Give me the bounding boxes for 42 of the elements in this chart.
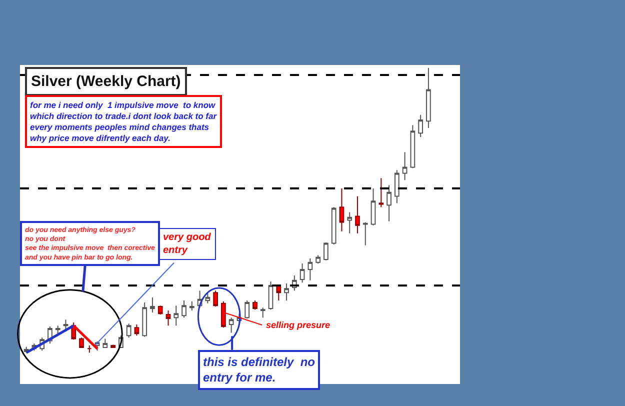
candlestick xyxy=(102,338,108,348)
candlestick xyxy=(252,300,258,310)
candlestick xyxy=(394,170,400,204)
chart-title: Silver (Weekly Chart) xyxy=(31,73,181,90)
candlestick xyxy=(55,325,60,334)
candlestick xyxy=(134,324,140,336)
candlestick xyxy=(308,258,313,281)
annotation: for me i need only 1 impulsive move to know which direction to trade.i dont look back to far every moments peoples mind changes thats why price move difrently each day. xyxy=(30,100,218,144)
annotation: selling presure xyxy=(266,320,330,330)
annotation: very good entry xyxy=(163,232,212,256)
candlestick xyxy=(268,280,274,310)
candlestick xyxy=(260,307,266,318)
candlestick xyxy=(410,124,416,169)
candlestick xyxy=(150,296,155,314)
candlestick xyxy=(158,305,163,315)
candlestick xyxy=(331,206,336,245)
candlestick xyxy=(418,114,424,138)
candlestick xyxy=(166,310,171,326)
candlestick xyxy=(189,300,194,312)
candlestick xyxy=(300,263,305,284)
candlestick xyxy=(284,282,289,302)
candlestick xyxy=(324,242,328,261)
candlestick xyxy=(110,344,116,348)
candlestick xyxy=(370,188,376,226)
candlestick xyxy=(126,323,132,338)
candlestick xyxy=(182,300,186,318)
candlestick xyxy=(339,188,344,232)
candlestick xyxy=(362,222,368,246)
candlestick xyxy=(378,178,384,208)
candlestick xyxy=(347,212,352,234)
candlestick xyxy=(142,302,148,338)
candlestick xyxy=(316,254,320,264)
candlestick xyxy=(355,196,360,234)
candlestick xyxy=(213,290,218,308)
candlestick xyxy=(402,152,408,181)
candlestick xyxy=(228,317,234,334)
candlestick xyxy=(386,184,392,222)
candlestick xyxy=(205,292,210,304)
candlestick xyxy=(244,300,250,319)
candlestick xyxy=(174,305,179,326)
text: this is definitely no entry for me. xyxy=(203,355,316,385)
candlestick xyxy=(86,345,92,354)
